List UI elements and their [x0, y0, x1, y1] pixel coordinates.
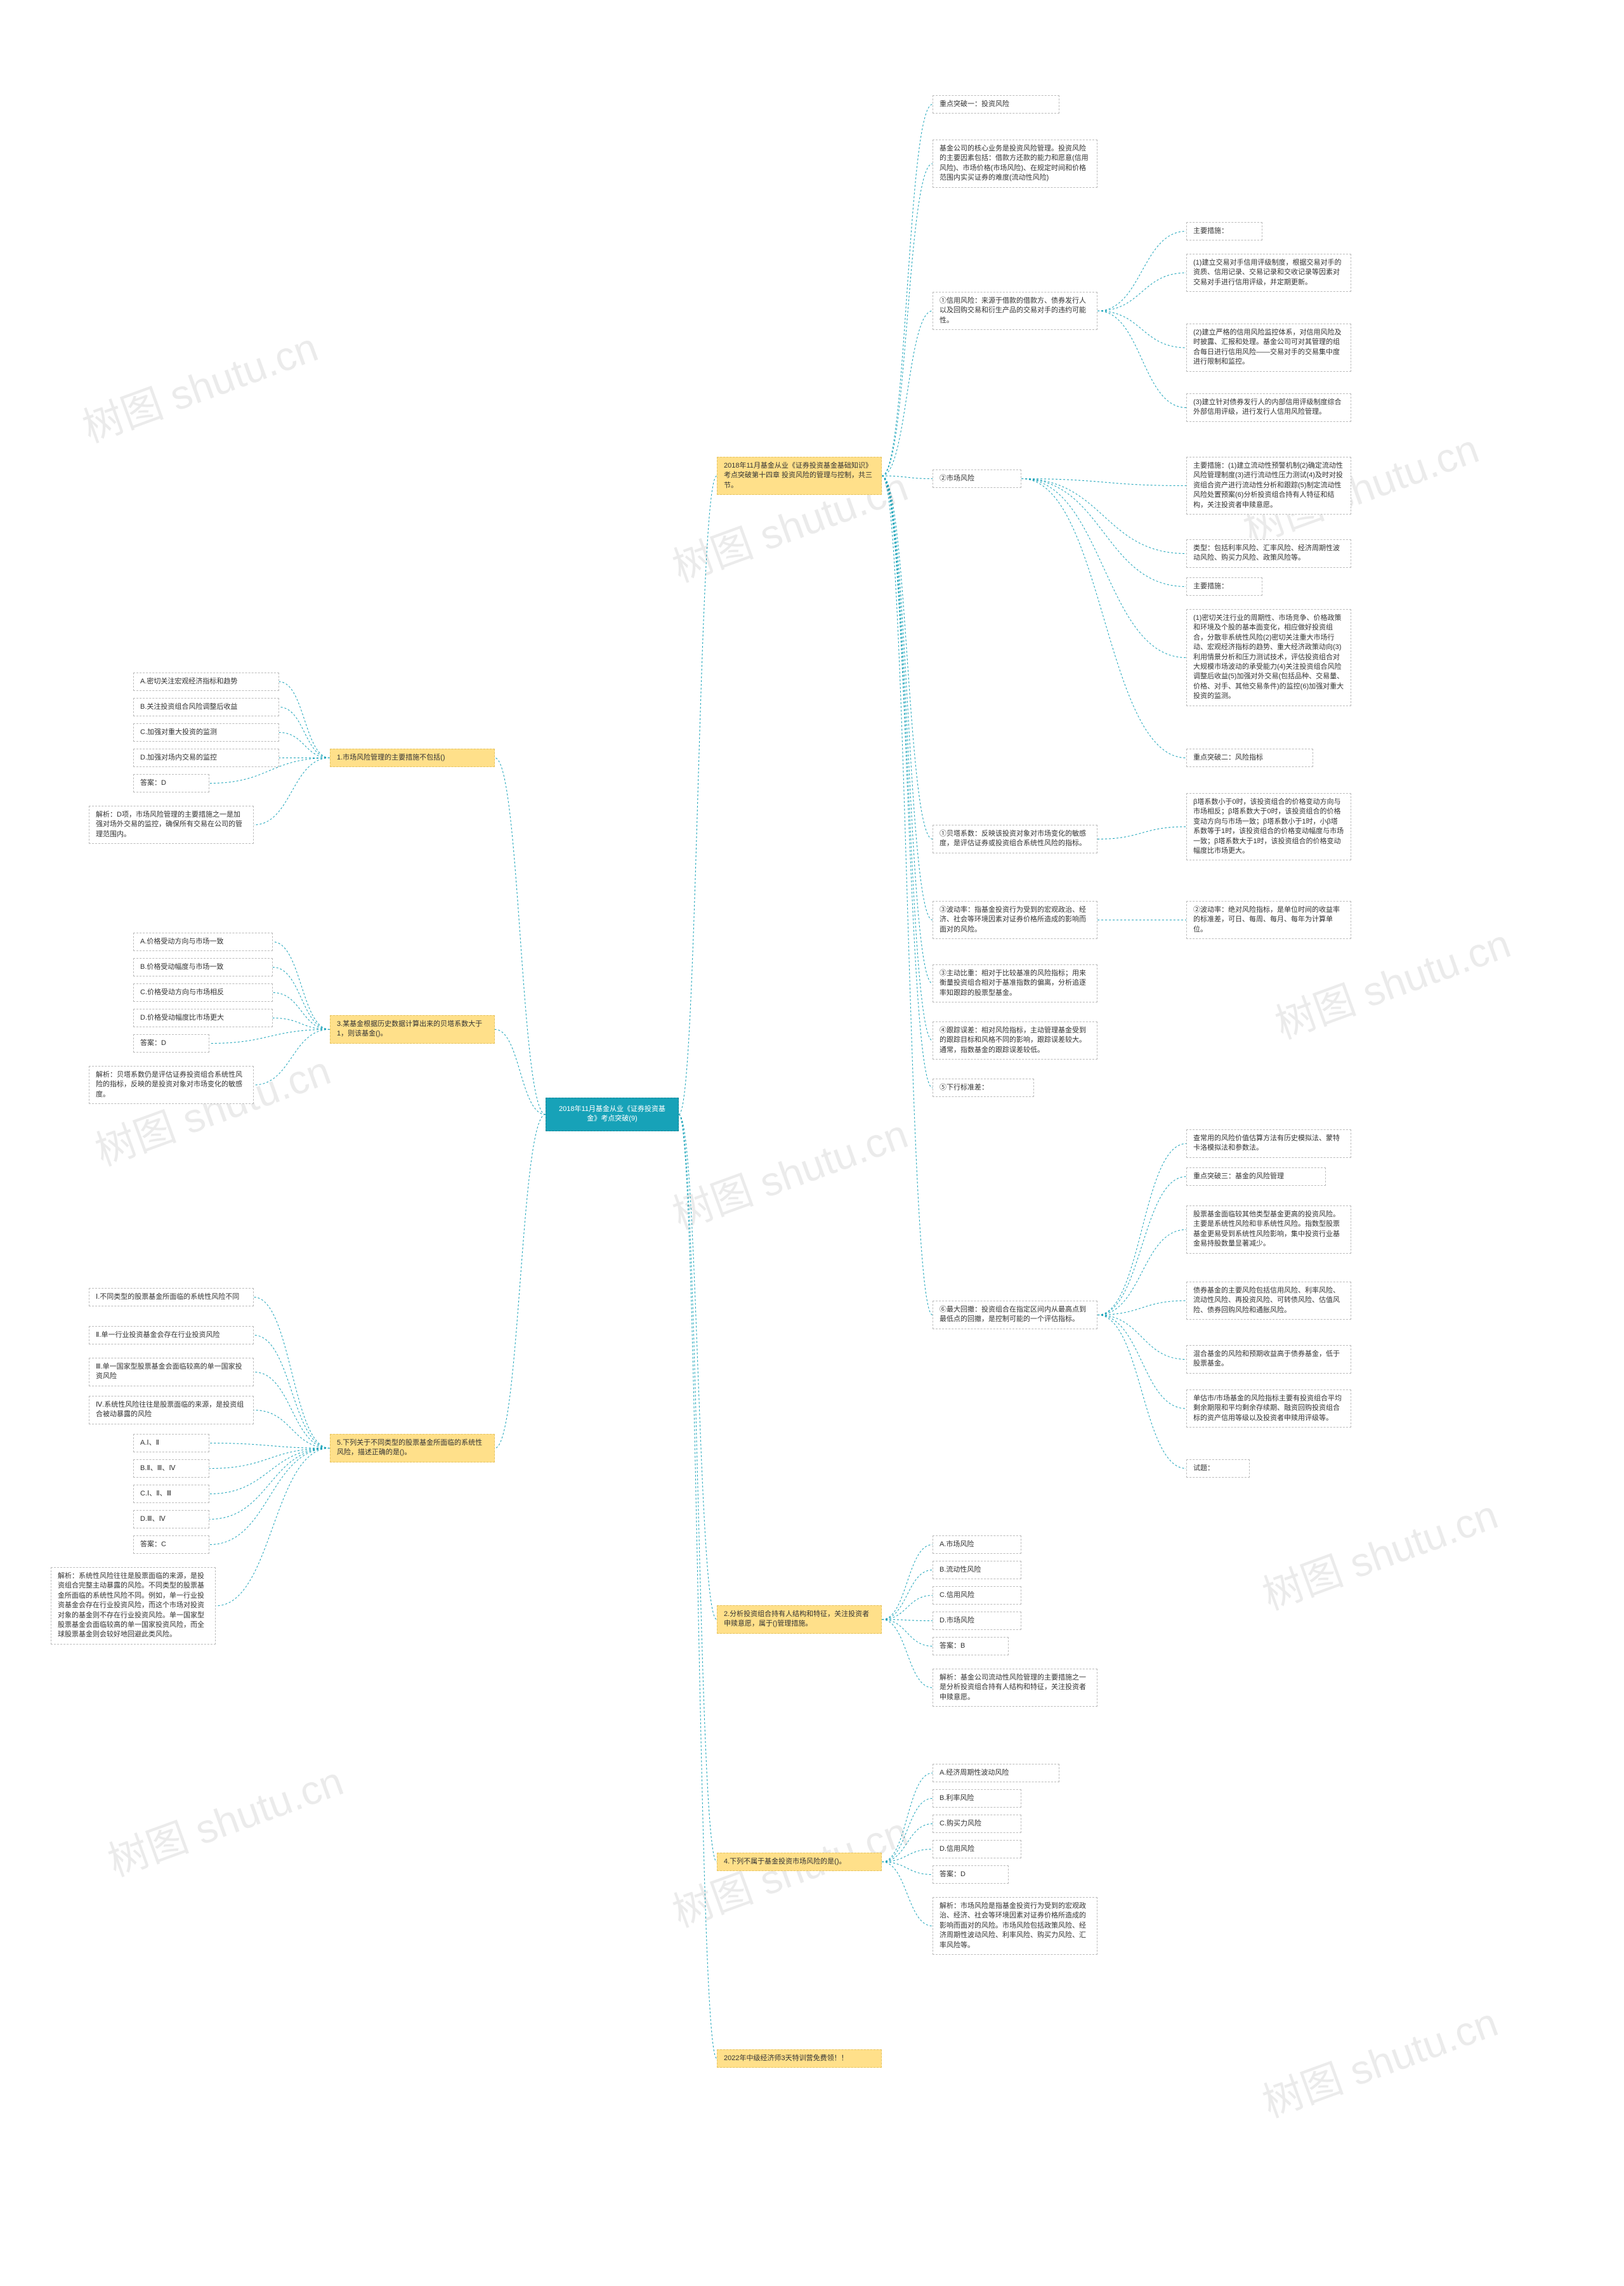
mindmap-node: 基金公司的核心业务是投资风险管理。投资风险的主要因素包括：借款方还款的能力和愿意…: [933, 140, 1097, 188]
watermark: 树图 shutu.cn: [1254, 1990, 1505, 2129]
mindmap-node: A.密切关注宏观经济指标和趋势: [133, 673, 279, 691]
mindmap-node: B.价格受动幅度与市场一致: [133, 958, 273, 976]
mindmap-node: Ⅰ.不同类型的股票基金所面临的系统性风险不同: [89, 1288, 254, 1306]
mindmap-node: 解析：D项，市场风险管理的主要措施之一是加强对场外交易的监控，确保所有交易在公司…: [89, 806, 254, 844]
mindmap-node: 重点突破一：投资风险: [933, 95, 1059, 114]
mindmap-node: 5.下列关于不同类型的股票基金所面临的系统性风险，描述正确的是()。: [330, 1434, 495, 1462]
mindmap-node: 2.分析投资组合持有人结构和特征，关注投资者申赎意愿，属于()管理措施。: [717, 1605, 882, 1634]
mindmap-node: 解析：基金公司流动性风险管理的主要措施之一是分析投资组合持有人结构和特征，关注投…: [933, 1669, 1097, 1707]
mindmap-node: B.利率风险: [933, 1789, 1021, 1808]
mindmap-node: B.关注投资组合风险调整后收益: [133, 698, 279, 716]
mindmap-node: 答案：D: [133, 1034, 209, 1053]
mindmap-node: (2)建立严格的信用风险监控体系，对信用风险及时披露、汇报和处理。基金公司可对其…: [1186, 324, 1351, 372]
mindmap-node: A.经济周期性波动风险: [933, 1764, 1059, 1782]
mindmap-node: 答案：B: [933, 1637, 1009, 1655]
mindmap-node: D.价格受动幅度比市场更大: [133, 1009, 273, 1027]
mindmap-node: Ⅲ.单一国家型股票基金会面临较高的单一国家投资风险: [89, 1358, 254, 1386]
mindmap-node: 主要措施：(1)建立流动性预警机制(2)确定流动性风险管理制度(3)进行流动性压…: [1186, 457, 1351, 515]
mindmap-node: A.市场风险: [933, 1535, 1021, 1554]
watermark: 树图 shutu.cn: [86, 1038, 337, 1177]
mindmap-node: Ⅱ.单一行业投资基金会存在行业投资风险: [89, 1326, 254, 1344]
mindmap-node: ③主动比重：相对于比较基准的风险指标；用来衡量投资组合相对于基准指数的偏离，分析…: [933, 964, 1097, 1002]
mindmap-node: A.Ⅰ、Ⅱ: [133, 1434, 209, 1452]
watermark: 树图 shutu.cn: [1254, 1482, 1505, 1621]
mindmap-node: β塔系数小于0时，该投资组合的价格变动方向与市场相反；β塔系数大于0时，该投资组…: [1186, 793, 1351, 860]
mindmap-node: ②市场风险: [933, 470, 1021, 488]
mindmap-node: D.信用风险: [933, 1840, 1021, 1858]
mindmap-node: C.价格受动方向与市场相反: [133, 983, 273, 1002]
mindmap-node: C.Ⅰ、Ⅱ、Ⅲ: [133, 1485, 209, 1503]
mindmap-node: 混合基金的风险和预期收益高于债券基金，低于股票基金。: [1186, 1345, 1351, 1374]
mindmap-node: 解析：市场风险是指基金投资行为受到的宏观政治、经济、社会等环境因素对证券价格所造…: [933, 1897, 1097, 1955]
mindmap-node: ④跟踪误差：相对风险指标，主动管理基金受到的跟踪目标和风格不同的影响，跟踪误差较…: [933, 1021, 1097, 1060]
mindmap-node: ①信用风险：来源于借款的借款方、债券发行人以及回购交易和衍生产品的交易对手的违约…: [933, 292, 1097, 330]
mindmap-node: ②波动率：绝对风险指标，是单位时间的收益率的标准差，可日、每周、每月、每年为计算…: [1186, 901, 1351, 939]
mindmap-node: C.加强对重大投资的监测: [133, 723, 279, 742]
mindmap-node: 主要措施：: [1186, 577, 1262, 596]
mindmap-node: 1.市场风险管理的主要措施不包括(): [330, 749, 495, 767]
mindmap-node: A.价格受动方向与市场一致: [133, 933, 273, 951]
mindmap-node: (1)建立交易对手信用评级制度，根据交易对手的资质、信用记录、交易记录和交收记录…: [1186, 254, 1351, 292]
mindmap-node: 2022年中级经济师3天特训营免费领！！: [717, 2049, 882, 2068]
mindmap-node: ①贝塔系数：反映该投资对象对市场变化的敏感度，是评估证券或投资组合系统性风险的指…: [933, 825, 1097, 853]
mindmap-node: 解析：贝塔系数仍是评估证券投资组合系统性风险的指标，反映的是投资对象对市场变化的…: [89, 1066, 254, 1104]
mindmap-node: 3.某基金根据历史数据计算出来的贝塔系数大于1，则该基金()。: [330, 1015, 495, 1044]
mindmap-node: 主要措施：: [1186, 222, 1262, 240]
mindmap-node: D.加强对场内交易的监控: [133, 749, 279, 767]
mindmap-node: 债券基金的主要风险包括信用风险、利率风险、流动性风险、再投资风险、可转债风险、估…: [1186, 1282, 1351, 1320]
mindmap-node: 试题：: [1186, 1459, 1250, 1478]
mindmap-node: ③波动率：指基金投资行为受到的宏观政治、经济、社会等环境因素对证券价格所造成的影…: [933, 901, 1097, 939]
mindmap-node: 重点突破三：基金的风险管理: [1186, 1167, 1326, 1186]
mindmap-node: D.市场风险: [933, 1612, 1021, 1630]
mindmap-node: ⑤下行标准差：: [933, 1079, 1034, 1097]
mindmap-node: D.Ⅲ、Ⅳ: [133, 1510, 209, 1528]
mindmap-node: 查常用的风险价值估算方法有历史模拟法、蒙特卡洛模拟法和参数法。: [1186, 1129, 1351, 1158]
mindmap-node: 解析：系统性风险往往是股票面临的来源，是投资组合完整主动暴露的风险。不同类型的股…: [51, 1567, 216, 1645]
mindmap-node: Ⅳ.系统性风险往往是股票面临的来源，是投资组合被动暴露的风险: [89, 1396, 254, 1424]
watermark: 树图 shutu.cn: [74, 315, 325, 454]
mindmap-node: 类型：包括利率风险、汇率风险、经济周期性波动风险、购买力风险、政策风险等。: [1186, 539, 1351, 568]
mindmap-node: 2018年11月基金从业《证券投资基金基础知识》考点突破第十四章 投资风险的管理…: [717, 457, 882, 495]
mindmap-node: 答案：D: [133, 774, 209, 792]
mindmap-root: 2018年11月基金从业《证券投资基金》考点突破(9): [546, 1098, 679, 1131]
mindmap-node: C.购买力风险: [933, 1815, 1021, 1833]
mindmap-node: (3)建立针对债券发行人的内部信用评级制度综合外部信用评级，进行发行人信用风险管…: [1186, 393, 1351, 422]
mindmap-node: B.Ⅱ、Ⅲ、Ⅳ: [133, 1459, 209, 1478]
mindmap-node: ⑥最大回撤：投资组合在指定区间内从最高点到最低点的回撤，是控制可能的一个评估指标…: [933, 1301, 1097, 1329]
watermark: 树图 shutu.cn: [664, 1101, 915, 1240]
mindmap-node: 答案：C: [133, 1535, 209, 1554]
watermark: 树图 shutu.cn: [99, 1749, 350, 1888]
mindmap-node: 单估市/市场基金的风险指标主要有投资组合平均剩余期限和平均剩余存续期、融资回购投…: [1186, 1389, 1351, 1428]
mindmap-node: 重点突破二：风险指标: [1186, 749, 1313, 767]
mindmap-node: B.流动性风险: [933, 1561, 1021, 1579]
mindmap-node: (1)密切关注行业的周期性、市场竞争、价格政策和环境及个股的基本面变化，相应做好…: [1186, 609, 1351, 706]
mindmap-node: 股票基金面临较其他类型基金更高的投资风险。主要是系统性风险和非系统性风险。指数型…: [1186, 1205, 1351, 1254]
mindmap-node: 4.下列不属于基金投资市场风险的是()。: [717, 1853, 882, 1871]
mindmap-node: C.信用风险: [933, 1586, 1021, 1605]
mindmap-node: 答案：D: [933, 1865, 1009, 1884]
